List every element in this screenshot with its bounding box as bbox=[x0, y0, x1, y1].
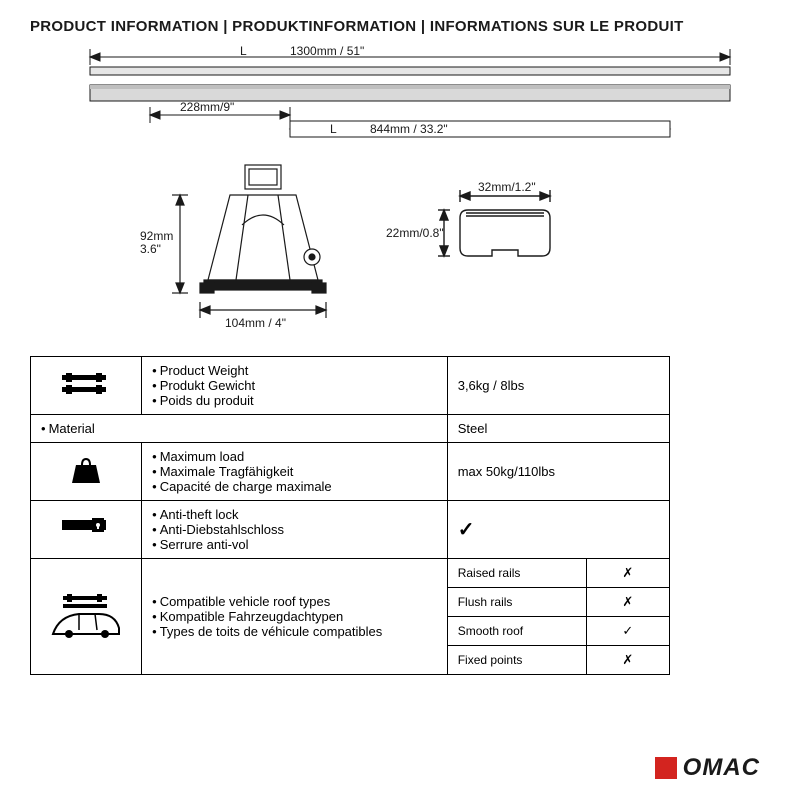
dim-foot-width: 104mm / 4" bbox=[225, 316, 286, 330]
compat-name-1: Flush rails bbox=[447, 588, 586, 617]
material-value: Steel bbox=[447, 415, 669, 443]
logo-square-icon bbox=[655, 757, 677, 779]
dim-inner-L: L bbox=[330, 122, 337, 136]
car-roof-icon bbox=[31, 559, 142, 675]
maxload-labels: Maximum loadMaximale TragfähigkeitCapaci… bbox=[142, 443, 448, 501]
row-material: Material Steel bbox=[31, 415, 670, 443]
maxload-icon bbox=[31, 443, 142, 501]
weight-labels: Product WeightProdukt GewichtPoids du pr… bbox=[142, 357, 448, 415]
weight-value: 3,6kg / 8lbs bbox=[447, 357, 669, 415]
logo-text: OMAC bbox=[683, 754, 760, 782]
dimensions-diagram: L 1300mm / 51" 228mm/9" L 844mm / 33.2" bbox=[30, 45, 770, 345]
page-title: PRODUCT INFORMATION | PRODUKTINFORMATION… bbox=[30, 18, 770, 35]
compat-mark-3: ✗ bbox=[586, 646, 669, 675]
lock-icon bbox=[31, 501, 142, 559]
spec-table: Product WeightProdukt GewichtPoids du pr… bbox=[30, 356, 670, 675]
compat-mark-2: ✓ bbox=[586, 617, 669, 646]
row-antitheft: Anti-theft lockAnti-DiebstahlschlossSerr… bbox=[31, 501, 670, 559]
dim-profile-width: 32mm/1.2" bbox=[478, 180, 536, 194]
compat-name-0: Raised rails bbox=[447, 559, 586, 588]
row-maxload: Maximum loadMaximale TragfähigkeitCapaci… bbox=[31, 443, 670, 501]
compat-name-3: Fixed points bbox=[447, 646, 586, 675]
antitheft-value: ✓ bbox=[447, 501, 669, 559]
compat-labels: Compatible vehicle roof typesKompatible … bbox=[142, 559, 448, 675]
weight-icon bbox=[31, 357, 142, 415]
dim-top-length: 1300mm / 51" bbox=[290, 45, 364, 58]
dim-inner-length: 844mm / 33.2" bbox=[370, 122, 448, 136]
material-label: Material bbox=[31, 415, 448, 443]
dim-offset: 228mm/9" bbox=[180, 100, 234, 114]
compat-name-2: Smooth roof bbox=[447, 617, 586, 646]
maxload-value: max 50kg/110lbs bbox=[447, 443, 669, 501]
dim-profile-height: 22mm/0.8" bbox=[386, 226, 444, 240]
row-weight: Product WeightProdukt GewichtPoids du pr… bbox=[31, 357, 670, 415]
antitheft-labels: Anti-theft lockAnti-DiebstahlschlossSerr… bbox=[142, 501, 448, 559]
compat-mark-0: ✗ bbox=[586, 559, 669, 588]
compat-mark-1: ✗ bbox=[586, 588, 669, 617]
dim-foot-height: 92mm3.6" bbox=[140, 229, 173, 256]
row-compat-0: Compatible vehicle roof typesKompatible … bbox=[31, 559, 670, 588]
dim-L-label: L bbox=[240, 45, 247, 58]
brand-logo: OMAC bbox=[655, 754, 760, 782]
